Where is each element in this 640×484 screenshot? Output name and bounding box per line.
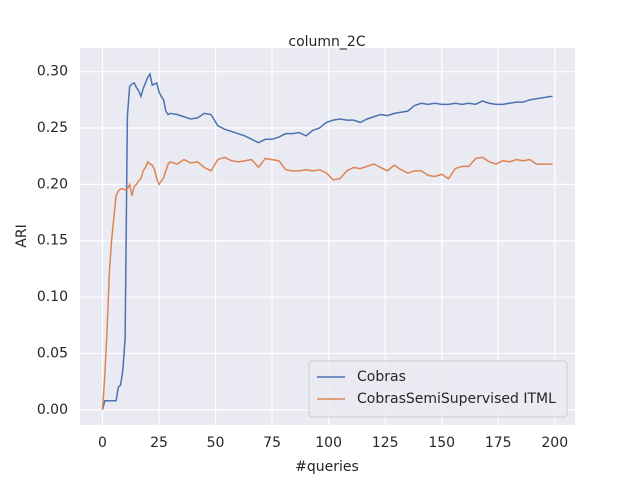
- chart-title: column_2C: [288, 34, 365, 50]
- y-tick-label: 0.10: [37, 289, 68, 305]
- y-tick-label: 0.25: [37, 120, 68, 136]
- x-tick-label: 25: [150, 435, 168, 451]
- x-tick-label: 0: [98, 435, 107, 451]
- legend-box: [308, 360, 568, 418]
- x-tick-label: 175: [485, 435, 512, 451]
- y-axis-label: ARI: [14, 224, 30, 247]
- x-tick-label: 200: [541, 435, 568, 451]
- y-tick-label: 0.00: [37, 402, 68, 418]
- x-tick-label: 150: [428, 435, 455, 451]
- y-tick-label: 0.15: [37, 233, 68, 249]
- legend-label: CobrasSemiSupervised ITML: [357, 391, 556, 407]
- x-tick-label: 125: [372, 435, 399, 451]
- legend-label: Cobras: [357, 369, 406, 385]
- series-line: [101, 72, 553, 410]
- series-line: [101, 156, 553, 410]
- y-tick-label: 0.05: [37, 345, 68, 361]
- x-axis-label: #queries: [295, 459, 359, 475]
- x-tick-label: 75: [263, 435, 281, 451]
- x-tick-label: 100: [315, 435, 342, 451]
- y-tick-label: 0.20: [37, 176, 68, 192]
- x-tick-label: 50: [207, 435, 225, 451]
- y-tick-label: 0.30: [37, 64, 68, 80]
